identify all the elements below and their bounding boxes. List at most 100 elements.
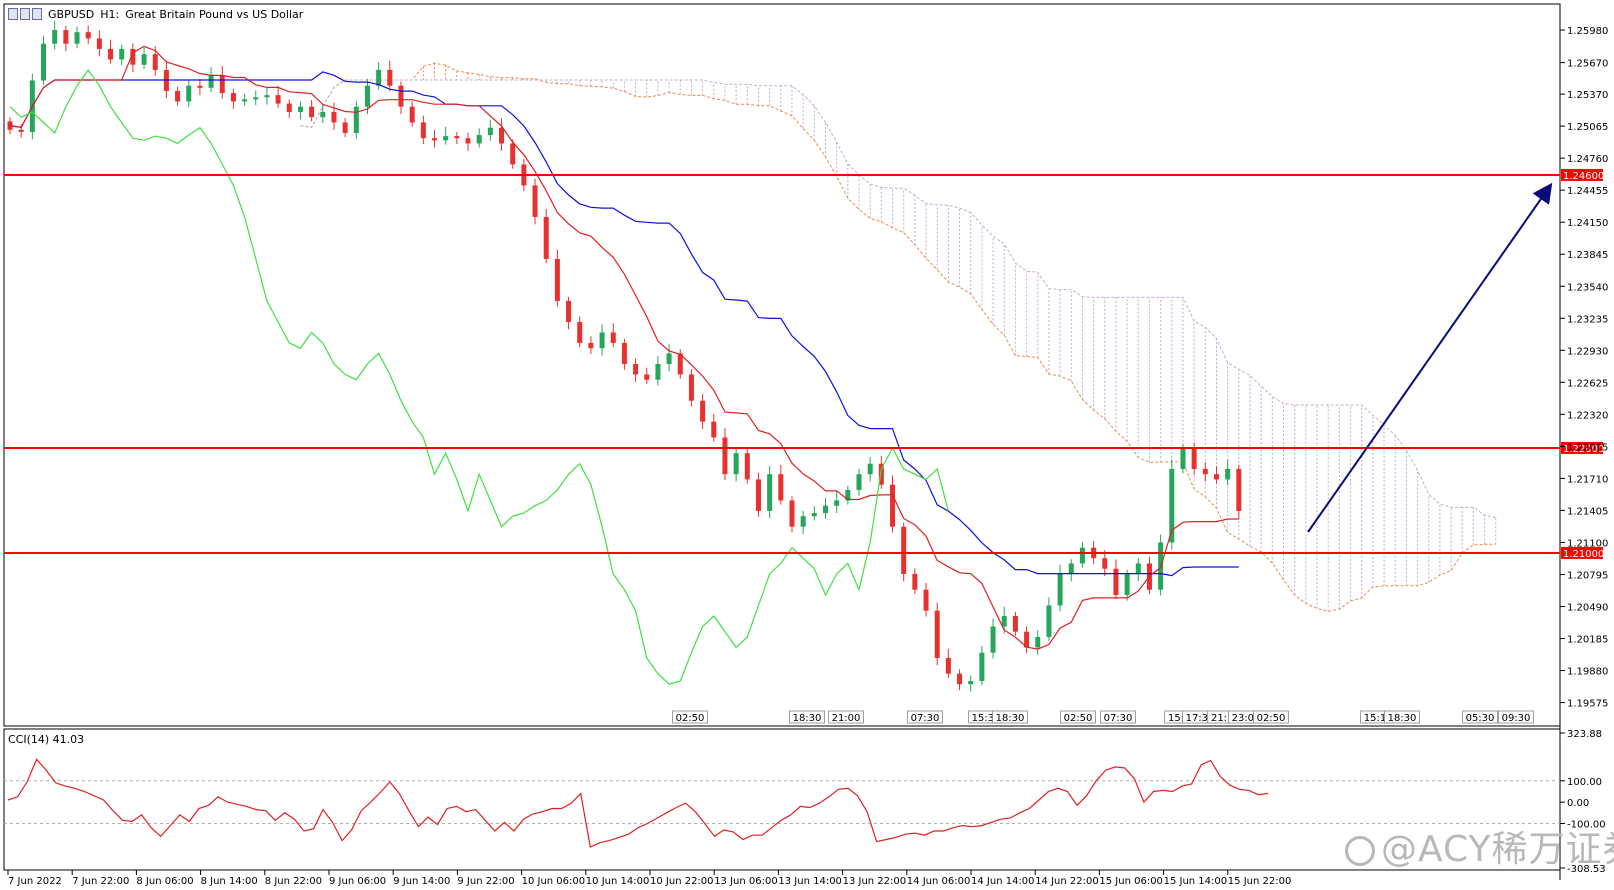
watermark-text: @ACY稀万证券 bbox=[1381, 829, 1614, 870]
chart-header: GBPUSD H1: Great Britain Pound vs US Doll… bbox=[8, 6, 303, 22]
candle-body bbox=[465, 138, 471, 144]
time-tick-label: 8 Jun 22:00 bbox=[265, 876, 322, 887]
time-marker-box bbox=[1498, 710, 1534, 724]
candle-body bbox=[610, 332, 616, 343]
candle-body bbox=[409, 106, 415, 123]
candle-body bbox=[822, 505, 828, 514]
candle-body bbox=[677, 353, 683, 375]
level-tag-label: 1.24600 bbox=[1563, 171, 1604, 182]
candle-body bbox=[275, 95, 281, 104]
time-marker-label: 02:50 bbox=[1064, 713, 1093, 724]
cci-label: CCI(14) 41.03 bbox=[8, 733, 85, 746]
time-axis: 7 Jun 2022 7 Jun 22:00 8 Jun 06:00 8 Jun 14… bbox=[7, 870, 1291, 887]
time-marker-label: 18:30 bbox=[1388, 713, 1417, 724]
candle-body bbox=[1236, 468, 1242, 511]
candle-body bbox=[1035, 636, 1041, 648]
candle-body bbox=[286, 103, 292, 112]
time-marker-label: 21: bbox=[1211, 713, 1227, 724]
time-tick-label: 10 Jun 06:00 bbox=[522, 876, 586, 887]
candle-body bbox=[487, 127, 493, 136]
candle-body bbox=[1180, 447, 1186, 469]
candle-body bbox=[800, 516, 806, 527]
candle-body bbox=[208, 75, 214, 88]
candle-body bbox=[688, 374, 694, 401]
timeframe-label: H1: bbox=[100, 7, 120, 21]
cci-panel-frame bbox=[3, 728, 1561, 871]
level-tag bbox=[1561, 546, 1603, 559]
candle-body bbox=[309, 106, 315, 118]
time-marker-label: 02:50 bbox=[1257, 713, 1286, 724]
candle-body bbox=[767, 474, 773, 511]
time-marker-label: 07:30 bbox=[911, 713, 940, 724]
time-marker-label: 05:30 bbox=[1466, 713, 1495, 724]
candle-body bbox=[454, 136, 460, 139]
kijun-sen-line bbox=[9, 71, 1239, 577]
candle-body bbox=[599, 332, 605, 349]
cci-tick-label: -308.53 bbox=[1567, 864, 1606, 875]
price-tick-label: 1.22625 bbox=[1567, 378, 1608, 389]
candle-body bbox=[108, 48, 114, 60]
horizontal-levels: 1.24600 1.22000 1.21000 bbox=[4, 168, 1604, 560]
candle-body bbox=[1113, 568, 1119, 595]
candle-body bbox=[364, 85, 370, 107]
candle-body bbox=[130, 48, 136, 65]
candle-body bbox=[733, 453, 739, 475]
time-tick-label: 13 Jun 22:00 bbox=[843, 876, 907, 887]
main-chart-frame bbox=[3, 3, 1561, 727]
price-tick-label: 1.21405 bbox=[1567, 506, 1608, 517]
candle-body bbox=[934, 610, 940, 658]
price-axis: 1.25980 1.25670 1.25370 1.25065 1.24760 1.244… bbox=[1560, 26, 1608, 710]
time-marker-box bbox=[1253, 710, 1289, 724]
candle-body bbox=[1225, 468, 1231, 480]
projection-arrow bbox=[1307, 182, 1553, 533]
candle-body bbox=[85, 32, 91, 39]
price-tick-label: 1.24150 bbox=[1567, 218, 1608, 229]
time-tick-label: 14 Jun 22:00 bbox=[1035, 876, 1099, 887]
time-tick-label: 9 Jun 06:00 bbox=[329, 876, 386, 887]
price-tick-label: 1.23845 bbox=[1567, 250, 1608, 261]
time-marker-box bbox=[789, 710, 825, 724]
candle-body bbox=[1135, 563, 1141, 574]
cci-line bbox=[7, 758, 1269, 848]
candle-body bbox=[253, 97, 259, 100]
time-marker-label: 15:30 bbox=[972, 713, 1001, 724]
time-marker-label: 02:50 bbox=[676, 713, 705, 724]
candle-body bbox=[398, 85, 404, 107]
candle-body bbox=[63, 30, 69, 44]
cci-tick-label: 323.88 bbox=[1567, 729, 1602, 740]
ichimoku-cloud bbox=[300, 62, 1497, 612]
time-marker-label: 18:30 bbox=[793, 713, 822, 724]
candle-body bbox=[353, 106, 359, 133]
candle-body bbox=[1024, 631, 1030, 648]
price-tick-label: 1.23235 bbox=[1567, 314, 1608, 325]
candle-body bbox=[644, 374, 650, 380]
candle-body bbox=[878, 463, 884, 485]
price-tick-label: 1.22930 bbox=[1567, 346, 1608, 357]
time-marker-box bbox=[672, 710, 708, 724]
candle-body bbox=[41, 43, 47, 81]
time-marker-box bbox=[828, 710, 864, 724]
candle-body bbox=[633, 363, 639, 375]
time-tick-label: 14 Jun 14:00 bbox=[971, 876, 1035, 887]
time-marker-box bbox=[992, 710, 1028, 724]
candle-body bbox=[1124, 573, 1130, 595]
price-tick-label: 1.20795 bbox=[1567, 570, 1608, 581]
candle-body bbox=[901, 526, 907, 574]
candle-body bbox=[320, 111, 326, 118]
time-marker-box bbox=[907, 710, 943, 724]
candle-body bbox=[264, 95, 270, 98]
candle-body bbox=[499, 127, 505, 144]
candle-body bbox=[119, 48, 125, 60]
time-tick-label: 10 Jun 22:00 bbox=[650, 876, 714, 887]
candle-body bbox=[543, 216, 549, 259]
candle-body bbox=[566, 300, 572, 322]
candle-body bbox=[722, 437, 728, 475]
time-tick-label: 9 Jun 22:00 bbox=[457, 876, 514, 887]
candle-body bbox=[811, 513, 817, 517]
candle-body bbox=[230, 93, 236, 102]
candle-body bbox=[1202, 468, 1208, 475]
candle-body bbox=[342, 122, 348, 133]
candle-body bbox=[1046, 605, 1052, 637]
